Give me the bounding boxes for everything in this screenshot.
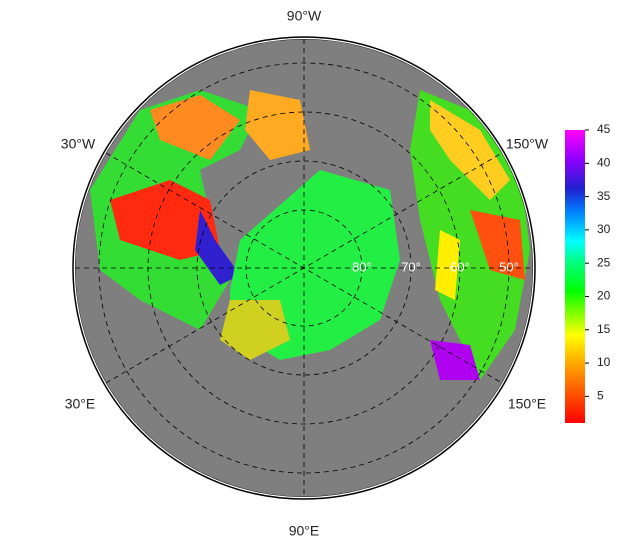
lon-label: 90°W bbox=[287, 8, 322, 24]
lat-label: 60° bbox=[450, 259, 470, 274]
lon-label: 150°E bbox=[508, 396, 546, 412]
map-body bbox=[75, 39, 533, 497]
lat-label: 80° bbox=[352, 259, 372, 274]
colorbar-tick-label: 45 bbox=[597, 122, 611, 136]
colorbar-tick-label: 40 bbox=[597, 155, 611, 169]
colorbar-tick-label: 15 bbox=[597, 322, 611, 336]
colorbar: 5 10 15 20 25 30 35 40 45 bbox=[565, 122, 611, 423]
colorbar-tick-label: 30 bbox=[597, 222, 611, 236]
colorbar-tick-label: 35 bbox=[597, 189, 611, 203]
lon-label: 30°W bbox=[61, 136, 96, 152]
lon-label: 90°E bbox=[289, 523, 320, 539]
lat-label: 50° bbox=[499, 259, 519, 274]
colorbar-tick-label: 10 bbox=[597, 355, 611, 369]
colorbar-tick-label: 25 bbox=[597, 255, 611, 269]
lon-label: 150°W bbox=[506, 136, 549, 152]
colorbar-tick-label: 5 bbox=[597, 389, 604, 403]
lat-label: 70° bbox=[401, 259, 421, 274]
map-frame bbox=[72, 36, 536, 500]
lon-label: 30°E bbox=[65, 396, 96, 412]
colorbar-tick-label: 20 bbox=[597, 289, 611, 303]
colorbar-gradient bbox=[565, 130, 585, 423]
